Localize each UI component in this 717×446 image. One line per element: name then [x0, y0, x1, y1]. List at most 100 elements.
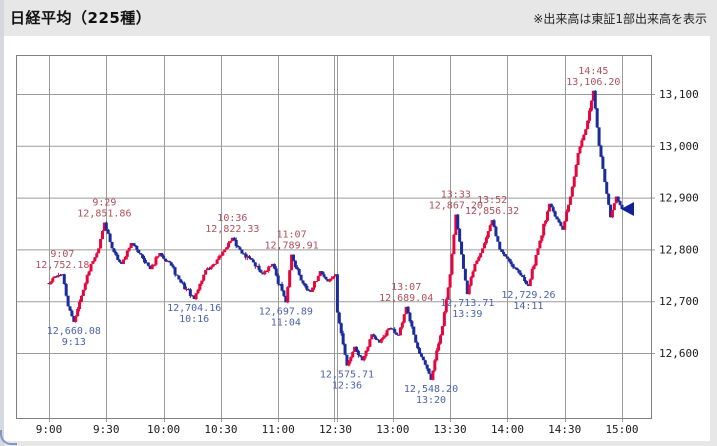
last-price-marker — [621, 201, 634, 216]
candle-body — [563, 221, 567, 230]
candle-body — [196, 289, 200, 294]
candle-body — [576, 153, 580, 165]
candle-body — [593, 90, 597, 109]
candle-body — [429, 373, 433, 380]
candle-body — [406, 306, 410, 313]
candle-body — [198, 284, 202, 290]
candle-body — [402, 314, 406, 323]
plot-border — [16, 55, 652, 419]
candle-body — [165, 260, 169, 262]
candle-body — [146, 262, 150, 266]
candle-body — [582, 135, 586, 141]
candle-body — [492, 220, 496, 227]
candle-body — [286, 287, 290, 303]
candle-body — [68, 306, 72, 311]
candle-body — [574, 164, 578, 177]
annotation-high-price: 12,752.18 — [35, 260, 89, 271]
x-axis-label: 9:00 — [36, 423, 63, 436]
annotation-low-time: 12,548.20 — [404, 384, 458, 395]
candle-body — [280, 284, 284, 291]
candle-body — [460, 241, 464, 255]
candle-body — [410, 321, 414, 327]
candle-body — [345, 354, 349, 366]
candle-body — [450, 254, 454, 275]
candle-body — [387, 328, 391, 331]
candle-body — [525, 281, 528, 285]
candle-body — [355, 346, 359, 351]
candle-body — [74, 316, 78, 322]
annotation-low-time: 12,660.08 — [47, 326, 101, 337]
candle-body — [131, 243, 135, 245]
candle-body — [293, 260, 297, 268]
candle-body — [565, 211, 569, 222]
candle-body — [316, 276, 320, 282]
candle-body — [523, 277, 527, 282]
candle-body — [515, 267, 519, 271]
candle-body — [51, 278, 55, 282]
candle-body — [267, 266, 271, 271]
annotation-low-time: 12,575.71 — [320, 370, 374, 381]
candle-body — [123, 256, 127, 260]
candle-body — [486, 231, 490, 238]
annotation-low-price: 13:39 — [452, 309, 482, 320]
candle-body — [498, 241, 502, 250]
candle-body — [366, 346, 370, 351]
candle-body — [513, 267, 517, 269]
annotation-high-price: 12,689.04 — [379, 293, 433, 304]
annotation-high-time: 9:29 — [92, 198, 116, 209]
candle-body — [507, 258, 511, 262]
candle-body — [557, 219, 561, 223]
annotation-low-time: 12,697.89 — [259, 306, 313, 317]
candle-body — [253, 262, 257, 267]
candle-body — [551, 207, 555, 212]
candle-body — [160, 253, 164, 256]
annotation-low-time: 12,704.16 — [167, 303, 221, 314]
candle-body — [397, 334, 401, 336]
candle-body — [393, 329, 397, 333]
candle-body — [156, 256, 160, 258]
candle-body — [133, 244, 137, 247]
chart-title: 日経平均（225種） — [10, 9, 152, 27]
candle-body — [290, 254, 294, 271]
candle-body — [534, 255, 538, 266]
candle-body — [99, 239, 103, 249]
x-axis-label: 12:30 — [319, 423, 352, 436]
candle-body — [601, 156, 605, 169]
candle-body — [108, 233, 112, 242]
x-axis-label: 13:30 — [434, 423, 467, 436]
candle-body — [60, 274, 64, 276]
candle-body — [332, 276, 336, 279]
candle-body — [544, 220, 548, 224]
candle-body — [326, 279, 330, 282]
candle-body — [444, 299, 448, 313]
candle-body — [284, 295, 288, 303]
candle-body — [379, 338, 383, 343]
candle-body — [400, 322, 404, 328]
candle-body — [255, 265, 259, 267]
candle-body — [114, 251, 118, 255]
annotation-low-price: 10:16 — [179, 314, 209, 325]
candle-body — [463, 268, 467, 281]
candle-body — [597, 127, 601, 146]
candle-body — [461, 254, 465, 269]
candle-body — [391, 328, 395, 330]
candle-body — [234, 239, 238, 247]
candle-body — [217, 256, 221, 260]
candle-body — [167, 260, 171, 263]
candle-body — [104, 222, 108, 230]
candle-body — [209, 266, 213, 269]
candle-body — [358, 355, 362, 357]
candle-body — [137, 249, 141, 254]
candle-body — [362, 355, 366, 361]
candle-body — [70, 310, 74, 317]
candle-body — [303, 283, 307, 286]
candle-body — [517, 270, 521, 273]
candle-body — [561, 225, 565, 230]
candle-body — [320, 271, 324, 275]
candle-body — [546, 211, 550, 221]
candle-body — [204, 270, 208, 275]
candle-body — [591, 90, 595, 101]
candle-body — [519, 272, 523, 276]
candle-body — [144, 262, 148, 264]
candle-body — [477, 257, 481, 261]
